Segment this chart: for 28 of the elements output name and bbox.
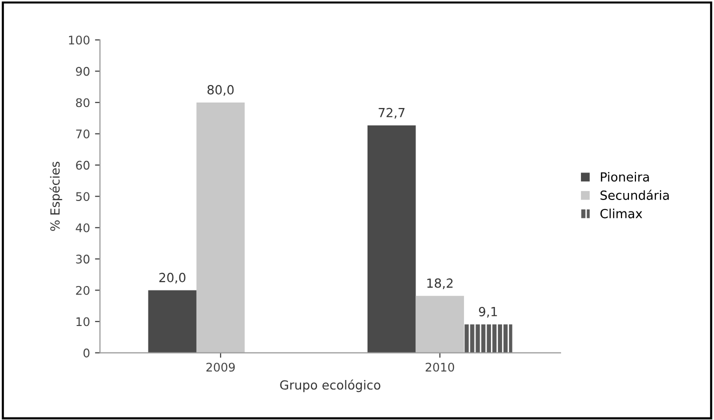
legend-label: Climax: [600, 208, 642, 218]
data-label: 20,0: [159, 272, 186, 284]
bar: [148, 290, 196, 353]
bar: [196, 102, 245, 353]
y-tick-label: 60: [76, 160, 90, 170]
data-label: 9,1: [478, 306, 497, 318]
bar: [368, 125, 416, 353]
y-tick-label: 20: [76, 286, 90, 295]
y-tick-label: 70: [76, 129, 90, 138]
y-tick-label: 30: [76, 254, 90, 264]
x-axis-title: Grupo ecológico: [280, 380, 380, 392]
y-tick-label: 40: [76, 223, 90, 232]
y-tick-label: 80: [76, 98, 90, 108]
bar: [416, 296, 464, 353]
x-tick-label: 2010: [426, 362, 454, 372]
data-label: 18,2: [427, 278, 453, 290]
y-tick-label: 50: [76, 192, 90, 202]
y-tick-label: 10: [76, 317, 90, 326]
x-tick-label: 2009: [206, 362, 235, 372]
legend-label: Secundária: [600, 190, 669, 200]
y-tick-label: 90: [76, 66, 90, 76]
y-tick-label: 100: [69, 36, 90, 45]
y-tick-label: 0: [84, 348, 90, 358]
y-axis-title: % Espécies: [50, 162, 62, 231]
bar: [464, 324, 512, 353]
data-label: 80,0: [208, 85, 234, 96]
data-label: 72,7: [378, 108, 404, 119]
legend-label: Pioneira: [600, 172, 649, 182]
